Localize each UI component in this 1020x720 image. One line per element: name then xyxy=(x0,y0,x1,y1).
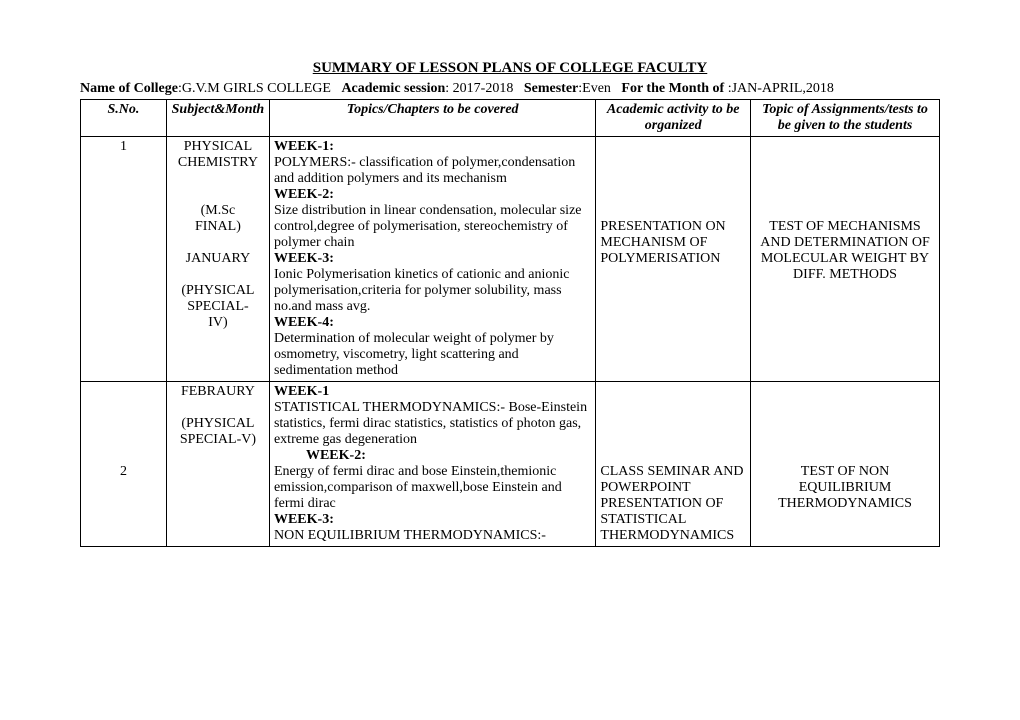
cell-subject: FEBRAURY (PHYSICALSPECIAL-V) xyxy=(166,382,269,547)
college-value: :G.V.M GIRLS COLLEGE xyxy=(178,81,331,96)
lesson-plan-table: S.No. Subject&Month Topics/Chapters to b… xyxy=(80,99,940,547)
cell-sno: 2 xyxy=(81,382,167,547)
semester-label: Semester xyxy=(524,81,578,96)
col-assignments: Topic of Assignments/tests to be given t… xyxy=(751,100,940,137)
college-label: Name of College xyxy=(80,81,178,96)
col-activity: Academic activity to be organized xyxy=(596,100,751,137)
cell-assignment: TEST OF MECHANISMS AND DETERMINATION OF … xyxy=(751,137,940,382)
cell-topics: WEEK-1:POLYMERS:- classification of poly… xyxy=(269,137,595,382)
table-header-row: S.No. Subject&Month Topics/Chapters to b… xyxy=(81,100,940,137)
session-value: : 2017-2018 xyxy=(445,81,513,96)
meta-line: Name of College:G.V.M GIRLS COLLEGE Acad… xyxy=(80,81,940,97)
table-row: 1PHYSICALCHEMISTRY (M.ScFINAL) JANUARY (… xyxy=(81,137,940,382)
col-sno: S.No. xyxy=(81,100,167,137)
cell-topics: WEEK-1STATISTICAL THERMODYNAMICS:- Bose-… xyxy=(269,382,595,547)
month-value: :JAN-APRIL,2018 xyxy=(728,81,834,96)
cell-activity: PRESENTATION ON MECHANISM OF POLYMERISAT… xyxy=(596,137,751,382)
month-label: For the Month of xyxy=(621,81,727,96)
session-label: Academic session xyxy=(341,81,445,96)
cell-assignment: TEST OF NON EQUILIBRIUM THERMODYNAMICS xyxy=(751,382,940,547)
col-subject: Subject&Month xyxy=(166,100,269,137)
cell-activity: CLASS SEMINAR AND POWERPOINT PRESENTATIO… xyxy=(596,382,751,547)
table-row: 2FEBRAURY (PHYSICALSPECIAL-V)WEEK-1STATI… xyxy=(81,382,940,547)
col-topics: Topics/Chapters to be covered xyxy=(269,100,595,137)
cell-sno: 1 xyxy=(81,137,167,382)
semester-value: :Even xyxy=(578,81,611,96)
page-title: SUMMARY OF LESSON PLANS OF COLLEGE FACUL… xyxy=(80,60,940,77)
cell-subject: PHYSICALCHEMISTRY (M.ScFINAL) JANUARY (P… xyxy=(166,137,269,382)
